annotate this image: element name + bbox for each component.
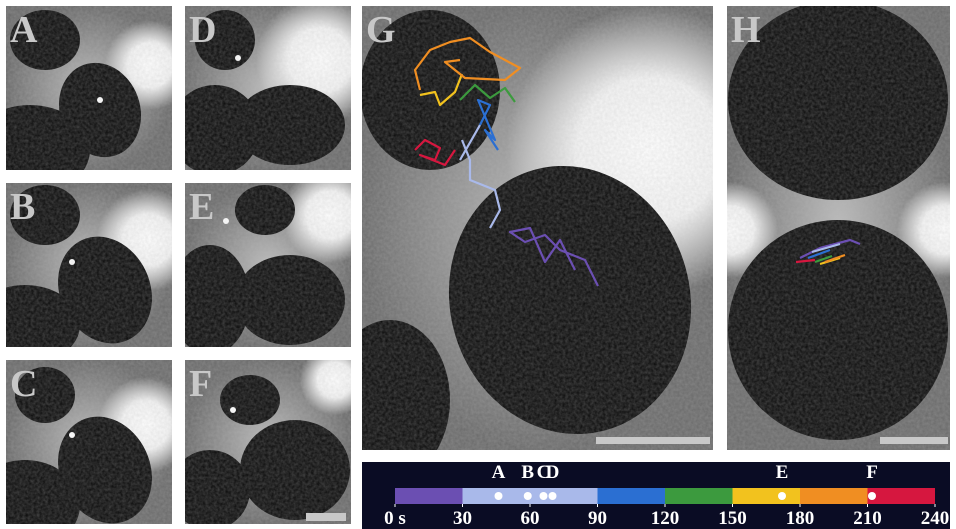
micrograph-panel: D bbox=[170, 0, 384, 175]
tick-label: 180 bbox=[786, 508, 815, 529]
grain bbox=[727, 6, 950, 450]
time-segment bbox=[868, 488, 936, 504]
time-marker bbox=[540, 492, 548, 500]
tick-label: 120 bbox=[651, 508, 680, 529]
micrograph-panel: H bbox=[682, 0, 956, 450]
scale-bar bbox=[880, 437, 948, 444]
panel-label: F bbox=[189, 363, 212, 405]
panel-label: E bbox=[189, 186, 214, 228]
time-marker bbox=[868, 492, 876, 500]
scale-bar bbox=[596, 437, 710, 444]
time-segment bbox=[665, 488, 733, 504]
tick-label: 240 bbox=[921, 508, 950, 529]
tick-label: 30 bbox=[453, 508, 472, 529]
micrograph-panel: C bbox=[0, 360, 194, 529]
panel-label: B bbox=[10, 186, 35, 228]
time-segment bbox=[598, 488, 666, 504]
time-segment bbox=[395, 488, 463, 504]
time-marker bbox=[778, 492, 786, 500]
tick-label: 90 bbox=[588, 508, 607, 529]
micrograph-panel: A bbox=[0, 6, 195, 195]
time-marker bbox=[549, 492, 557, 500]
marker-label: A bbox=[492, 462, 506, 483]
time-marker bbox=[524, 492, 532, 500]
panel-label: A bbox=[10, 9, 38, 51]
micrograph-panel: F bbox=[170, 345, 370, 529]
micrograph-panel: E bbox=[170, 167, 378, 355]
micrograph-panel: B bbox=[0, 183, 199, 365]
panel-image bbox=[682, 0, 956, 450]
marker-label: F bbox=[866, 462, 878, 483]
panel-label: C bbox=[10, 363, 37, 405]
panel-label: D bbox=[189, 9, 216, 51]
tick-label: 60 bbox=[521, 508, 540, 529]
tick-label: 210 bbox=[853, 508, 882, 529]
marker-label: B bbox=[521, 462, 534, 483]
panel-label: G bbox=[366, 9, 396, 51]
scale-bar bbox=[306, 513, 346, 521]
panel-label: H bbox=[731, 9, 761, 51]
time-segment bbox=[733, 488, 801, 504]
tick-label: 0 s bbox=[384, 508, 406, 529]
marker-label: E bbox=[776, 462, 789, 483]
tick-label: 150 bbox=[718, 508, 747, 529]
figure: ABCDEFGH 0 s306090120150180210240ABCDEF bbox=[0, 0, 956, 529]
time-segment bbox=[800, 488, 868, 504]
micrographs: ABCDEFGH bbox=[0, 0, 956, 529]
time-marker bbox=[495, 492, 503, 500]
marker-label: D bbox=[546, 462, 560, 483]
